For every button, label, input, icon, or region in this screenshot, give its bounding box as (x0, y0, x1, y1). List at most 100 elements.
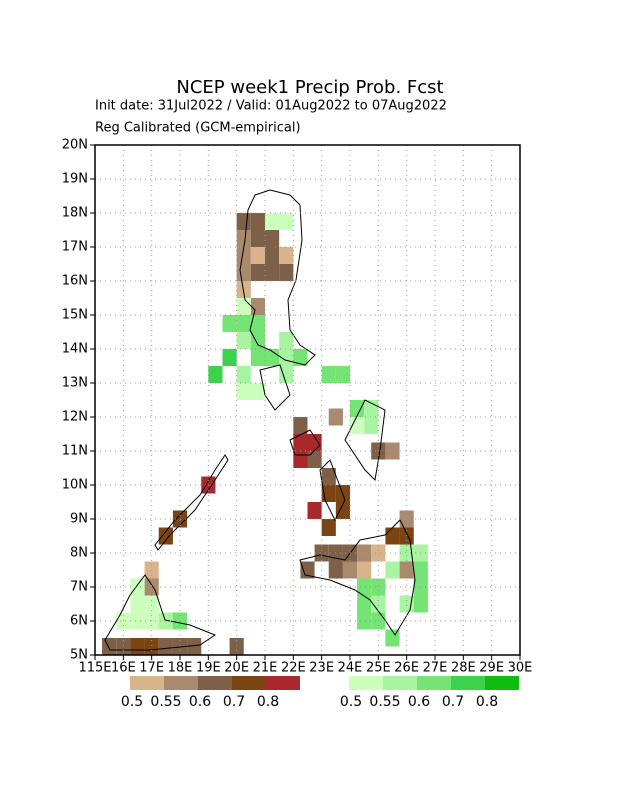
grid-cell (335, 366, 350, 383)
grid-cell (250, 332, 265, 349)
y-tick-label: 12N (62, 410, 88, 425)
grid-cell (130, 612, 145, 630)
grid-cell (293, 417, 308, 434)
y-tick-label: 10N (62, 478, 88, 493)
legend-label: 0.7 (442, 694, 464, 710)
grid-cell (236, 383, 251, 400)
grid-cell (236, 315, 251, 332)
grid-cell (335, 502, 350, 519)
y-tick-label: 13N (62, 376, 88, 391)
grid-cell (250, 264, 265, 281)
grid-cell (300, 561, 315, 579)
grid-cell (130, 638, 145, 655)
coastline (104, 574, 217, 651)
coastline (299, 519, 416, 636)
grid-cell (250, 247, 265, 264)
legend-label: 0.6 (189, 694, 211, 710)
grid-cell (307, 502, 322, 519)
grid-cell (250, 230, 265, 247)
grid-cell (222, 349, 237, 366)
grid-cell (279, 366, 294, 383)
y-tick-label: 14N (62, 342, 88, 357)
note: Reg Calibrated (GCM-empirical) (95, 121, 301, 136)
grid-cell (371, 595, 386, 613)
x-tick-label: 19E (196, 661, 221, 676)
grid-cell (279, 349, 294, 366)
legend-swatch (266, 676, 300, 690)
coastline (239, 189, 316, 366)
grid-cell (265, 247, 280, 264)
legend-label: 0.8 (257, 694, 279, 710)
x-tick-label: 115E (78, 661, 111, 676)
grid-cell (357, 544, 372, 562)
grid-cell (236, 332, 251, 349)
grid-cell (279, 213, 294, 230)
grid-cell (158, 638, 173, 655)
grid-cell (236, 230, 251, 247)
grid-cell (144, 595, 159, 613)
grid-cell (279, 332, 294, 349)
y-tick-label: 7N (70, 580, 88, 595)
grid-cell (293, 451, 308, 468)
coastline (259, 364, 291, 411)
grid-cell (293, 349, 308, 366)
grid-cell (321, 468, 336, 485)
grid-cell (208, 366, 223, 383)
y-tick-label: 17N (62, 240, 88, 255)
legend-label: 0.5 (340, 694, 362, 710)
x-tick-label: 20E (224, 661, 249, 676)
y-tick-label: 9N (70, 512, 88, 527)
legend-swatch (349, 676, 383, 690)
grid-cell (371, 544, 386, 562)
y-tick-label: 5N (70, 648, 88, 663)
y-tick-label: 18N (62, 206, 88, 221)
grid-cell (222, 315, 237, 332)
legend-swatch (232, 676, 266, 690)
x-tick-label: 27E (423, 661, 448, 676)
legend-label: 0.7 (223, 694, 245, 710)
grid-cell (350, 400, 365, 417)
x-tick-label: 29E (479, 661, 504, 676)
grid-cell (328, 561, 343, 579)
y-tick-label: 20N (62, 138, 88, 153)
grid-cell (399, 544, 414, 562)
x-tick-label: 30E (508, 661, 533, 676)
grid-cell (357, 578, 372, 596)
grid-cell (236, 213, 251, 230)
legend-label: 0.8 (476, 694, 498, 710)
grid-cell (279, 247, 294, 264)
x-tick-label: 26E (394, 661, 419, 676)
grid-cell (385, 442, 400, 460)
grid-cell (371, 578, 386, 596)
x-tick-label: 17E (139, 661, 164, 676)
grid-cell (116, 638, 131, 655)
grid-cell (250, 383, 265, 400)
grid-cell (144, 638, 159, 655)
y-tick-label: 11N (62, 444, 88, 459)
grid-cell (265, 264, 280, 281)
legend-swatch (164, 676, 198, 690)
legend-swatch (417, 676, 451, 690)
legend-label: 0.5 (121, 694, 143, 710)
grid-cell (364, 400, 379, 417)
legend-swatch (451, 676, 485, 690)
coastline (344, 399, 386, 482)
y-tick-label: 19N (62, 172, 88, 187)
grid-cell (102, 638, 117, 655)
legends: 0.5 0.55 0.6 0.7 0.8 0.5 0.55 0.6 0.7 0.8 (121, 676, 519, 710)
legend-label: 0.55 (369, 694, 400, 710)
y-tick-label: 8N (70, 546, 88, 561)
grid-cell (130, 578, 145, 596)
grid-cell (250, 315, 265, 332)
grid-cell (321, 519, 336, 536)
grid-cell (385, 561, 400, 579)
coastline (289, 429, 321, 456)
x-tick-label: 25E (366, 661, 391, 676)
grid-cell (250, 349, 265, 366)
chart-title: NCEP week1 Precip Prob. Fcst (176, 77, 443, 98)
frame (94, 144, 521, 656)
grid-cell (265, 230, 280, 247)
x-tick-label: 28E (451, 661, 476, 676)
grid-cell (399, 510, 414, 528)
grid-cell (187, 638, 202, 655)
